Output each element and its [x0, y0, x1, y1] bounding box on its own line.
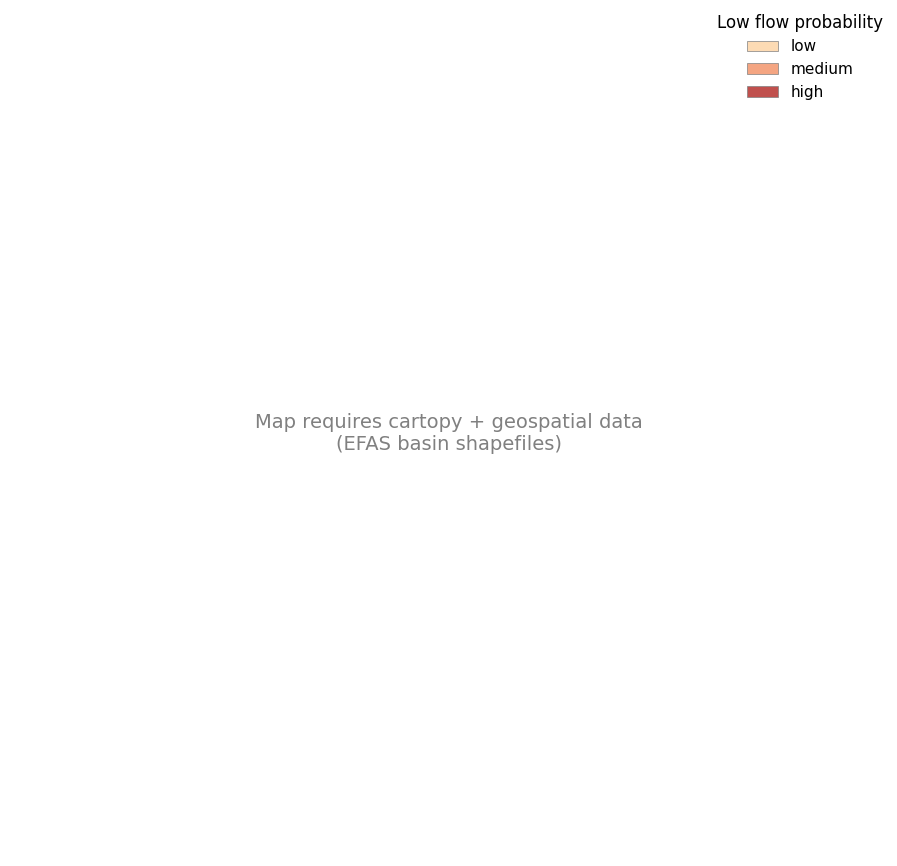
Text: Map requires cartopy + geospatial data
(EFAS basin shapefiles): Map requires cartopy + geospatial data (…	[255, 412, 642, 454]
Legend: low, medium, high: low, medium, high	[711, 8, 889, 106]
